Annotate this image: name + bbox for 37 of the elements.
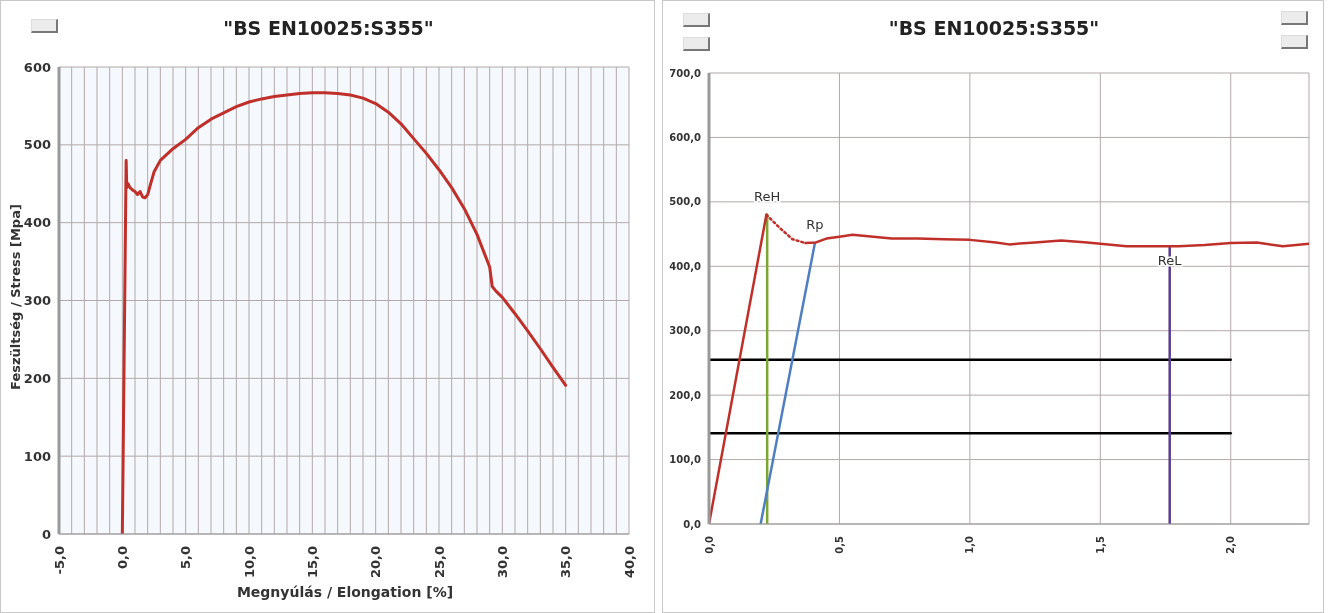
x-tick-label: 0,5 (833, 535, 845, 554)
y-tick-label: 100,0 (669, 454, 702, 466)
x-tick-label: 20,0 (368, 546, 384, 579)
y-tick-label: 100 (23, 448, 51, 464)
y-tick-label: 200 (23, 370, 51, 386)
x-axis-title: Megnyúlás / Elongation [%] (235, 584, 455, 600)
y-tick-label: 400 (23, 215, 51, 231)
y-tick-label: 700,0 (669, 67, 702, 79)
y-tick-label: 500,0 (669, 196, 702, 208)
y-tick-label: 400,0 (669, 260, 702, 272)
x-tick-label: 0,0 (703, 535, 715, 554)
x-tick-label: 2,0 (1225, 535, 1237, 554)
y-tick-label: 300,0 (669, 325, 702, 337)
y-axis-title: Feszültség / Stress [Mpa] (7, 204, 23, 390)
x-tick-label: 0,0 (114, 546, 130, 570)
y-tick-label: 200,0 (669, 389, 702, 401)
y-tick-label: 600 (23, 59, 51, 75)
y-tick-label: 600,0 (669, 131, 702, 143)
line-series (120, 91, 568, 534)
y-tick-label: 300 (23, 293, 51, 309)
x-tick-label: 40,0 (621, 546, 637, 579)
x-tick-label: 35,0 (558, 546, 574, 579)
x-tick-label: -5,0 (51, 546, 67, 575)
chart-title: "BS EN10025:S355" (887, 17, 1101, 39)
chart-title: "BS EN10025:S355" (222, 17, 435, 39)
y-tick-label: 0,0 (683, 518, 702, 530)
x-tick-label: 30,0 (494, 546, 510, 579)
x-tick-label: 15,0 (304, 546, 320, 579)
y-tick-label: 0 (41, 526, 51, 542)
x-tick-label: 1,0 (964, 535, 976, 554)
x-tick-label: 25,0 (431, 546, 447, 579)
annotation: Rp (806, 217, 824, 233)
annotation: ReH (754, 188, 781, 204)
x-tick-label: 1,5 (1094, 535, 1106, 554)
y-tick-label: 500 (23, 137, 51, 153)
x-tick-label: 5,0 (178, 546, 194, 570)
x-tick-label: 10,0 (241, 546, 257, 579)
